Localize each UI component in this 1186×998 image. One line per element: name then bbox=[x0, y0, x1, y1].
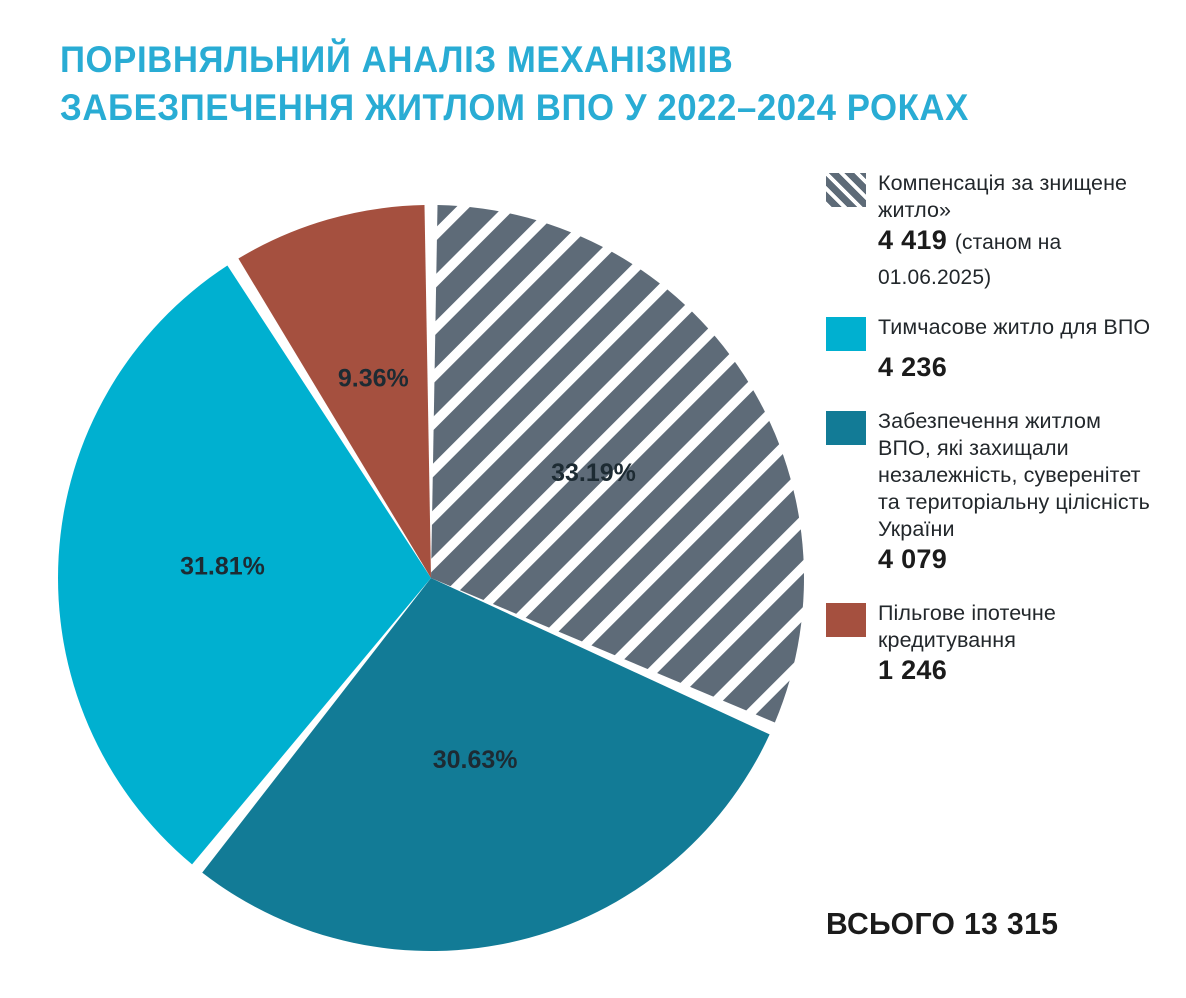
legend-label-mortgage: Пільгове іпотечне кредитування bbox=[878, 601, 1056, 652]
pie-slice-percent-label: 33.19% bbox=[551, 459, 636, 487]
legend-item-mortgage[interactable]: Пільгове іпотечне кредитування 1 246 bbox=[826, 600, 1156, 687]
legend-value-defenders-housing: 4 079 bbox=[878, 543, 1156, 576]
page-title: ПОРІВНЯЛЬНИЙ АНАЛІЗ МЕХАНІЗМІВ ЗАБЕЗПЕЧЕ… bbox=[60, 36, 1150, 132]
pie-chart-svg: 33.19% 30.63% 31.81% 9.36% bbox=[58, 205, 804, 952]
legend-label-defenders-housing: Забезпечення житлом ВПО, які захищали не… bbox=[878, 409, 1150, 541]
legend-item-defenders-housing[interactable]: Забезпечення житлом ВПО, які захищали не… bbox=[826, 408, 1156, 576]
legend-swatch-cyan-icon bbox=[826, 317, 866, 351]
legend-item-temporary-housing[interactable]: Тимчасове житло для ВПО 4 236 bbox=[826, 314, 1156, 384]
pie-slice[interactable] bbox=[202, 578, 770, 952]
legend-value-number-compensation: 4 419 bbox=[878, 225, 948, 255]
legend-value-compensation: 4 419 (станом на 01.06.2025) bbox=[878, 224, 1156, 294]
legend-label-compensation: Компенсація за знищене житло» bbox=[878, 171, 1128, 222]
legend: Компенсація за знищене житло» 4 419 (ста… bbox=[826, 170, 1156, 687]
legend-swatch-brown-icon bbox=[826, 603, 866, 637]
legend-value-number-mortgage: 1 246 bbox=[878, 655, 948, 685]
pie-slice-percent-label: 31.81% bbox=[180, 553, 265, 581]
pie-slice[interactable] bbox=[238, 205, 431, 578]
legend-value-temporary-housing: 4 236 bbox=[878, 351, 1156, 384]
legend-value-mortgage: 1 246 bbox=[878, 654, 1156, 687]
pie-slice[interactable] bbox=[431, 205, 804, 723]
page-title-line-1: ПОРІВНЯЛЬНИЙ АНАЛІЗ МЕХАНІЗМІВ bbox=[60, 39, 734, 80]
page-title-line-2: ЗАБЕЗПЕЧЕННЯ ЖИТЛОМ ВПО У 2022–2024 РОКА… bbox=[60, 87, 969, 128]
legend-value-number-temporary-housing: 4 236 bbox=[878, 352, 948, 382]
legend-label-temporary-housing: Тимчасове житло для ВПО bbox=[878, 315, 1151, 339]
pie-slice[interactable] bbox=[58, 265, 432, 865]
legend-value-note-compensation: (станом на 01.06.2025) bbox=[878, 231, 1062, 289]
legend-swatch-teal-icon bbox=[826, 411, 866, 445]
legend-item-compensation[interactable]: Компенсація за знищене житло» 4 419 (ста… bbox=[826, 170, 1156, 294]
pie-slice-labels: 33.19% 30.63% 31.81% 9.36% bbox=[180, 364, 636, 774]
legend-value-number-defenders-housing: 4 079 bbox=[878, 544, 948, 574]
legend-total: ВСЬОГО 13 315 bbox=[826, 906, 1059, 941]
pie-chart: 33.19% 30.63% 31.81% 9.36% bbox=[0, 150, 820, 998]
pie-slice-percent-label: 9.36% bbox=[338, 364, 409, 392]
legend-swatch-hatched-icon bbox=[826, 173, 866, 207]
pie-slices bbox=[58, 205, 804, 952]
pie-slice-percent-label: 30.63% bbox=[433, 746, 518, 774]
